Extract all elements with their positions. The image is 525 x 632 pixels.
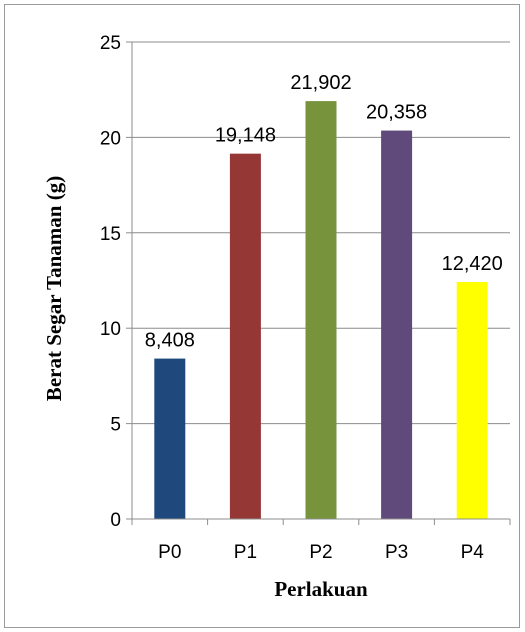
y-tick-label: 5: [110, 415, 121, 436]
data-label: 8,408: [145, 330, 195, 352]
bar-p4: [457, 282, 488, 519]
data-label: 12,420: [442, 253, 503, 275]
bars: [154, 101, 487, 519]
bar-p1: [230, 154, 261, 519]
y-tick-label: 10: [100, 319, 121, 340]
bar-p3: [381, 131, 412, 519]
data-label: 21,902: [290, 72, 351, 94]
x-tick-label: P2: [309, 542, 332, 563]
y-tick-label: 20: [100, 128, 121, 149]
y-axis-title: Berat Segar Tanaman (g): [42, 176, 66, 401]
data-label: 20,358: [366, 102, 427, 124]
x-axis-title: Perlakuan: [274, 577, 368, 601]
y-tick-label: 0: [110, 510, 121, 531]
x-tick-label: P4: [461, 542, 485, 563]
bar-p2: [306, 101, 337, 519]
x-tick-label: P0: [158, 542, 181, 563]
y-tick-label: 25: [100, 33, 121, 54]
x-tick-label: P1: [234, 542, 257, 563]
bar-p0: [154, 359, 185, 519]
data-label: 19,148: [215, 125, 276, 147]
x-tick-label: P3: [385, 542, 408, 563]
y-tick-label: 15: [100, 224, 121, 245]
